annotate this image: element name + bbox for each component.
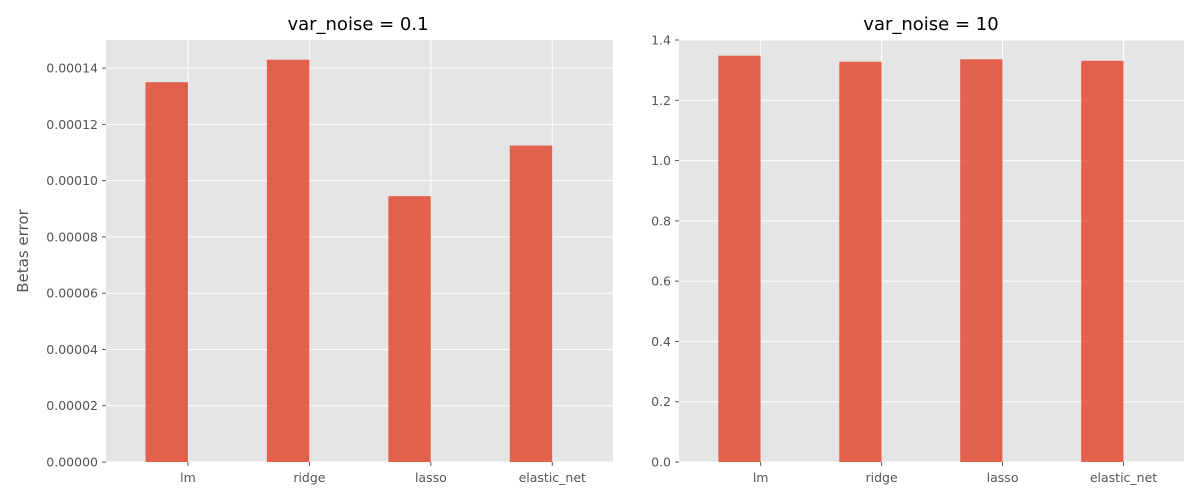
y-tick-label: 0.00014 <box>46 61 98 76</box>
x-tick-label: elastic_net <box>519 470 586 485</box>
chart-panel-left: var_noise = 0.1 Betas error 0.00000 0.000… <box>14 14 613 485</box>
y-tick-label: 0.00008 <box>46 229 98 244</box>
y-tick-label: 0.00000 <box>46 455 98 470</box>
x-tick-label: lasso <box>415 470 447 485</box>
y-tick-label: 1.4 <box>651 33 671 48</box>
y-tick-label: 0.4 <box>651 334 671 349</box>
chart-panel-right: var_noise = 10 0.0 0.2 0.4 0.6 0.8 1.0 1.2 1.4 l… <box>651 14 1184 485</box>
bar-ridge <box>266 59 310 463</box>
x-tick-label: ridge <box>293 470 325 485</box>
bar-lm <box>718 55 761 462</box>
x-tick-label: lasso <box>987 470 1019 485</box>
bar-lm <box>145 82 188 462</box>
bar-elastic_net <box>1081 60 1124 462</box>
bar-lasso <box>960 59 1003 462</box>
y-tick-label: 0.00006 <box>46 286 98 301</box>
x-tick-label: lm <box>180 470 196 485</box>
y-tick-label: 0.00012 <box>46 117 98 132</box>
x-tick-label: lm <box>753 470 769 485</box>
y-tick-label: 1.2 <box>651 93 671 108</box>
y-tick-label: 0.6 <box>651 274 671 289</box>
bar-elastic_net <box>509 145 553 462</box>
y-tick-label: 1.0 <box>651 153 671 168</box>
x-tick-label: elastic_net <box>1090 470 1157 485</box>
y-tick-label: 0.00010 <box>46 173 98 188</box>
bar-lasso <box>388 196 431 462</box>
bar-ridge <box>839 61 882 463</box>
y-tick-label: 0.00002 <box>46 398 98 413</box>
y-tick-label: 0.00004 <box>46 342 98 357</box>
chart-title: var_noise = 0.1 <box>287 14 428 35</box>
y-tick-label: 0.8 <box>651 213 671 228</box>
y-axis-label: Betas error <box>14 208 32 292</box>
chart-title: var_noise = 10 <box>863 14 998 35</box>
x-tick-label: ridge <box>866 470 898 485</box>
y-tick-label: 0.2 <box>651 394 671 409</box>
y-tick-label: 0.0 <box>651 455 671 470</box>
